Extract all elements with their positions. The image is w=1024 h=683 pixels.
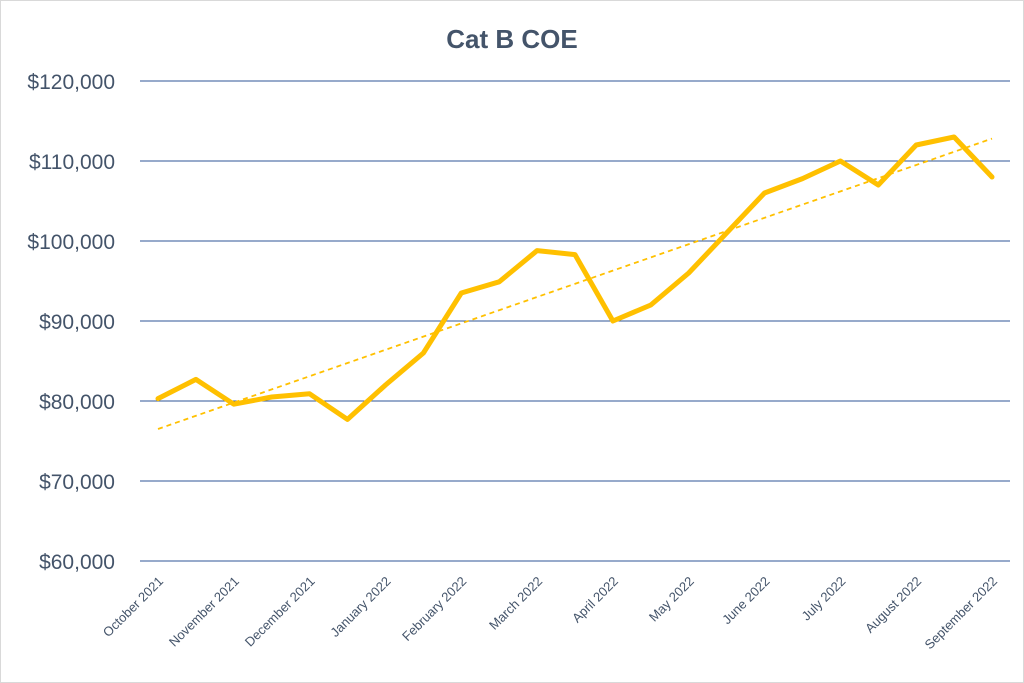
- y-tick-label: $80,000: [39, 391, 115, 414]
- y-tick-label: $100,000: [27, 231, 115, 254]
- x-tick-label: September 2022: [922, 574, 1001, 653]
- x-tick-label: December 2021: [242, 574, 318, 650]
- y-tick-label: $110,000: [29, 151, 115, 174]
- chart-title: Cat B COE: [446, 24, 578, 54]
- x-tick-label: February 2022: [399, 574, 469, 644]
- series-line: [155, 134, 995, 422]
- y-tick-label: $90,000: [39, 311, 115, 334]
- trendline: [157, 137, 993, 430]
- y-tick-label: $60,000: [39, 551, 115, 574]
- x-tick-label: March 2022: [486, 574, 545, 633]
- trendline-layer: [157, 137, 993, 430]
- x-tick-label: June 2022: [719, 574, 773, 628]
- x-tick-label: July 2022: [799, 574, 849, 624]
- series-layer: [155, 134, 995, 422]
- x-tick-label: April 2022: [569, 574, 621, 626]
- x-axis-ticks: October 2021 November 2021 December 2021 Ja…: [100, 574, 1000, 653]
- x-tick-label: October 2021: [100, 574, 166, 640]
- gridlines: [140, 80, 1010, 562]
- x-tick-label: May 2022: [646, 574, 697, 625]
- y-axis-ticks: $60,000 $70,000 $80,000 $90,000 $100,000 $110…: [27, 71, 115, 574]
- y-tick-label: $120,000: [27, 71, 115, 94]
- x-tick-label: November 2021: [166, 574, 242, 650]
- x-tick-label: August 2022: [862, 574, 924, 636]
- y-tick-label: $70,000: [39, 471, 115, 494]
- x-tick-label: January 2022: [327, 574, 393, 640]
